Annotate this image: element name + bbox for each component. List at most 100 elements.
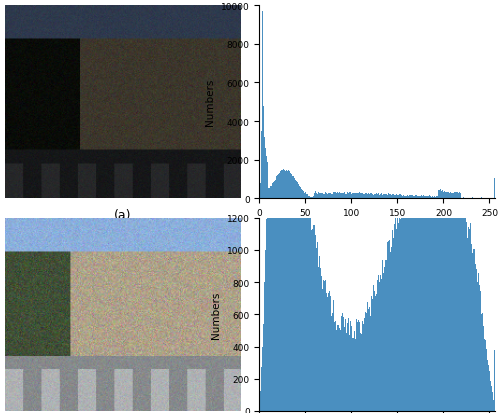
Bar [474, 198, 475, 199]
Bar [382, 195, 383, 199]
Bar [276, 177, 278, 199]
Bar [376, 294, 377, 411]
Bar [383, 195, 384, 199]
Bar [366, 195, 368, 199]
Bar [290, 218, 291, 411]
Bar [460, 218, 462, 411]
Bar [384, 195, 385, 199]
Bar [352, 193, 353, 199]
Text: (a): (a) [114, 209, 132, 221]
Bar [398, 195, 399, 199]
Y-axis label: Numbers: Numbers [206, 79, 216, 126]
Bar [350, 321, 351, 411]
Bar [346, 333, 348, 411]
Bar [402, 196, 404, 199]
Bar [362, 194, 363, 199]
Bar [319, 256, 320, 411]
Bar [420, 218, 421, 411]
Bar [456, 192, 457, 199]
Bar [417, 218, 418, 411]
Bar [410, 196, 411, 199]
Bar [452, 218, 453, 411]
Bar [394, 195, 395, 199]
Bar [492, 400, 494, 411]
Bar [291, 218, 292, 411]
Bar [319, 194, 320, 199]
Bar [296, 183, 298, 199]
Bar [386, 261, 387, 411]
Bar [434, 197, 436, 199]
Bar [424, 196, 426, 199]
Bar [404, 196, 406, 199]
Bar [467, 198, 468, 199]
Bar [336, 194, 337, 199]
Bar [412, 218, 414, 411]
Bar [479, 286, 480, 411]
Bar [344, 192, 346, 199]
Bar [334, 322, 336, 411]
Bar [397, 195, 398, 199]
Bar [271, 218, 272, 411]
Bar [339, 328, 340, 411]
Bar [318, 193, 319, 199]
Bar [292, 218, 293, 411]
Bar [264, 137, 266, 199]
Bar [480, 314, 482, 411]
Bar [445, 218, 446, 411]
Bar [424, 218, 426, 411]
Text: (b): (b) [368, 237, 386, 250]
Bar [305, 218, 306, 411]
Bar [317, 242, 318, 411]
Bar [337, 193, 338, 199]
Bar [422, 218, 423, 411]
Bar [406, 197, 407, 199]
Bar [464, 218, 465, 411]
Bar [442, 191, 443, 199]
Bar [491, 386, 492, 411]
Bar [444, 192, 445, 199]
Bar [322, 194, 324, 199]
Bar [373, 195, 374, 199]
Bar [430, 197, 431, 199]
Bar [446, 218, 448, 411]
Bar [453, 194, 454, 199]
Bar [293, 177, 294, 199]
Bar [454, 193, 455, 199]
Bar [492, 198, 494, 199]
Bar [337, 325, 338, 411]
Bar [375, 195, 376, 199]
Bar [458, 218, 460, 411]
Bar [274, 218, 276, 411]
Bar [361, 193, 362, 199]
Bar [416, 196, 417, 199]
Bar [399, 218, 400, 411]
Bar [340, 193, 341, 199]
Bar [282, 170, 283, 199]
Bar [388, 240, 390, 411]
Bar [407, 218, 408, 411]
Bar [370, 194, 371, 199]
Bar [431, 197, 432, 199]
Bar [269, 218, 270, 411]
Bar [332, 193, 334, 199]
Bar [325, 280, 326, 411]
Bar [458, 193, 460, 199]
Bar [433, 218, 434, 411]
Bar [349, 192, 350, 199]
Bar [484, 339, 486, 411]
Bar [392, 195, 394, 199]
Bar [383, 273, 384, 411]
Bar [371, 296, 372, 411]
Bar [490, 381, 491, 411]
Bar [364, 195, 365, 199]
Bar [338, 325, 339, 411]
Bar [260, 391, 261, 411]
Bar [262, 107, 264, 199]
Bar [341, 316, 342, 411]
Bar [396, 229, 397, 411]
Bar [390, 243, 392, 411]
Bar [270, 186, 271, 199]
Bar [266, 220, 267, 411]
Bar [363, 195, 364, 199]
Bar [348, 193, 349, 199]
